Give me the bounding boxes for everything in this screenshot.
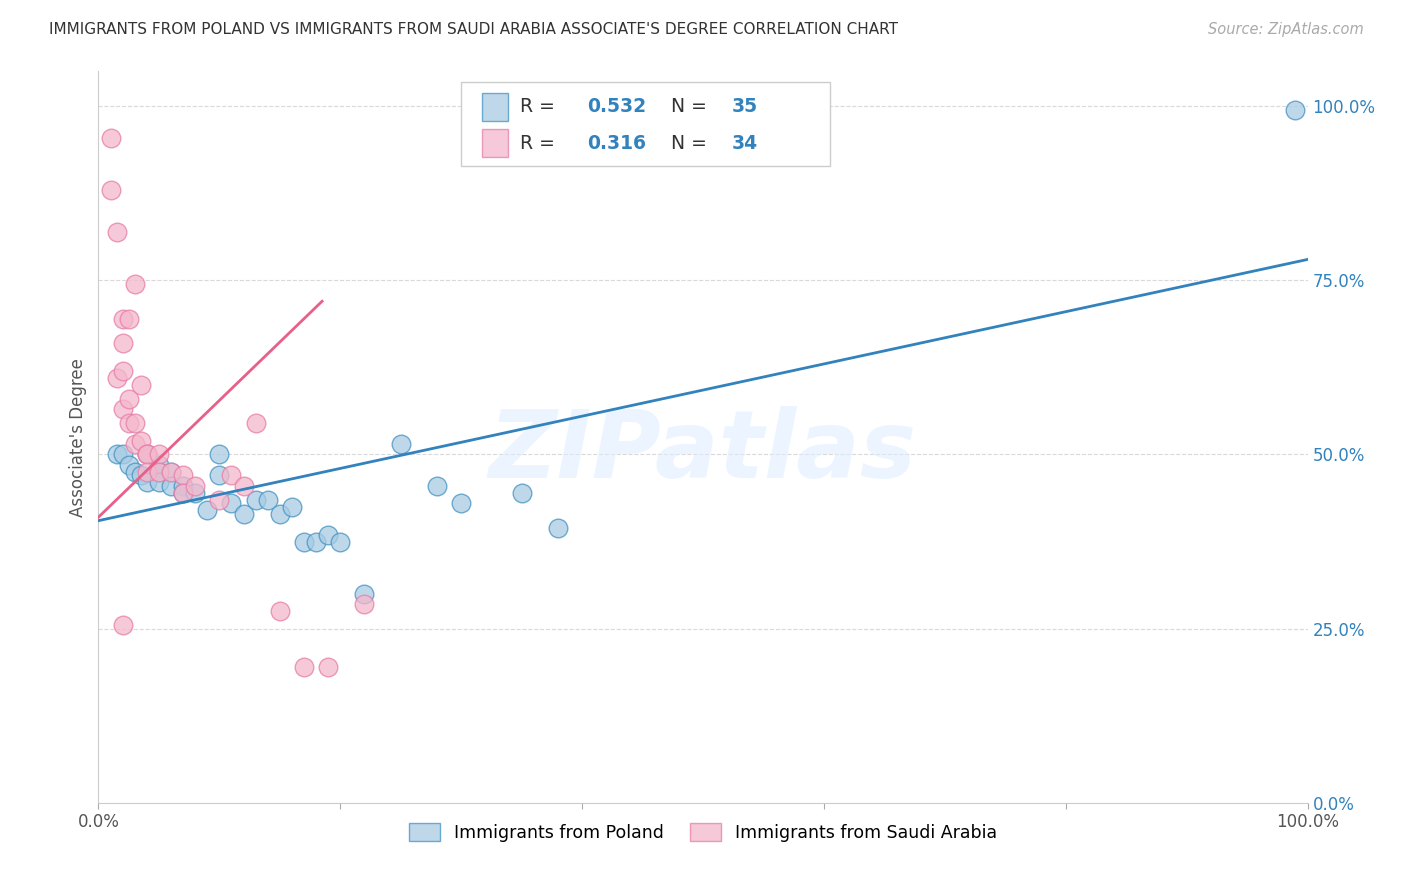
Point xyxy=(135,448,157,462)
Point xyxy=(256,492,278,507)
Point xyxy=(124,465,146,479)
Text: 0.316: 0.316 xyxy=(586,134,645,153)
Point xyxy=(118,458,141,472)
Point xyxy=(148,448,170,462)
Point xyxy=(426,479,449,493)
Point xyxy=(305,534,328,549)
Y-axis label: Associate's Degree: Associate's Degree xyxy=(69,358,87,516)
Text: 34: 34 xyxy=(733,134,758,153)
Point xyxy=(389,437,412,451)
Text: N =: N = xyxy=(659,97,713,116)
Point xyxy=(148,465,170,479)
Point xyxy=(111,311,134,326)
Point xyxy=(184,485,207,500)
Point xyxy=(160,479,183,493)
Text: 0.532: 0.532 xyxy=(586,97,645,116)
Text: Source: ZipAtlas.com: Source: ZipAtlas.com xyxy=(1208,22,1364,37)
Point xyxy=(118,416,141,430)
Point xyxy=(135,448,157,462)
Legend: Immigrants from Poland, Immigrants from Saudi Arabia: Immigrants from Poland, Immigrants from … xyxy=(402,816,1004,849)
Point xyxy=(105,225,128,239)
Point xyxy=(111,448,134,462)
Point xyxy=(111,336,134,351)
Text: IMMIGRANTS FROM POLAND VS IMMIGRANTS FROM SAUDI ARABIA ASSOCIATE'S DEGREE CORREL: IMMIGRANTS FROM POLAND VS IMMIGRANTS FRO… xyxy=(49,22,898,37)
Point xyxy=(111,364,134,378)
Point xyxy=(118,311,141,326)
Point xyxy=(148,475,170,490)
Point xyxy=(269,604,291,618)
Point xyxy=(292,534,315,549)
Point xyxy=(281,500,304,514)
Point xyxy=(292,660,315,674)
Point xyxy=(184,479,207,493)
Point xyxy=(135,448,157,462)
Point xyxy=(1284,103,1306,117)
Point xyxy=(124,437,146,451)
Point xyxy=(232,479,254,493)
Point xyxy=(118,392,141,406)
Point xyxy=(208,492,231,507)
Point xyxy=(245,492,267,507)
Point xyxy=(100,183,122,197)
FancyBboxPatch shape xyxy=(461,82,830,167)
Point xyxy=(353,597,375,611)
Text: R =: R = xyxy=(520,97,561,116)
Point xyxy=(316,660,339,674)
Point xyxy=(547,521,569,535)
Point xyxy=(160,465,183,479)
Point xyxy=(129,377,152,392)
Point xyxy=(232,507,254,521)
Point xyxy=(148,458,170,472)
Point xyxy=(353,587,375,601)
Point xyxy=(245,416,267,430)
Point xyxy=(195,503,218,517)
Text: ZIPatlas: ZIPatlas xyxy=(489,406,917,498)
Point xyxy=(172,485,194,500)
Point xyxy=(148,465,170,479)
Text: 35: 35 xyxy=(733,97,758,116)
Point xyxy=(105,371,128,385)
Point xyxy=(111,618,134,632)
Point xyxy=(221,468,243,483)
Point xyxy=(172,479,194,493)
Point xyxy=(129,434,152,448)
Point xyxy=(329,534,352,549)
Text: N =: N = xyxy=(659,134,713,153)
Point xyxy=(105,448,128,462)
Point xyxy=(172,485,194,500)
Point xyxy=(450,496,472,510)
Point xyxy=(510,485,533,500)
Point xyxy=(124,416,146,430)
Point xyxy=(124,277,146,291)
Point xyxy=(129,468,152,483)
Point xyxy=(160,465,183,479)
Point xyxy=(172,468,194,483)
Point xyxy=(135,465,157,479)
FancyBboxPatch shape xyxy=(482,93,509,120)
Point xyxy=(269,507,291,521)
Point xyxy=(316,527,339,541)
Point xyxy=(221,496,243,510)
Point xyxy=(135,475,157,490)
Point xyxy=(100,130,122,145)
FancyBboxPatch shape xyxy=(482,128,509,157)
Point xyxy=(208,468,231,483)
Text: R =: R = xyxy=(520,134,561,153)
Point xyxy=(208,448,231,462)
Point xyxy=(111,402,134,417)
